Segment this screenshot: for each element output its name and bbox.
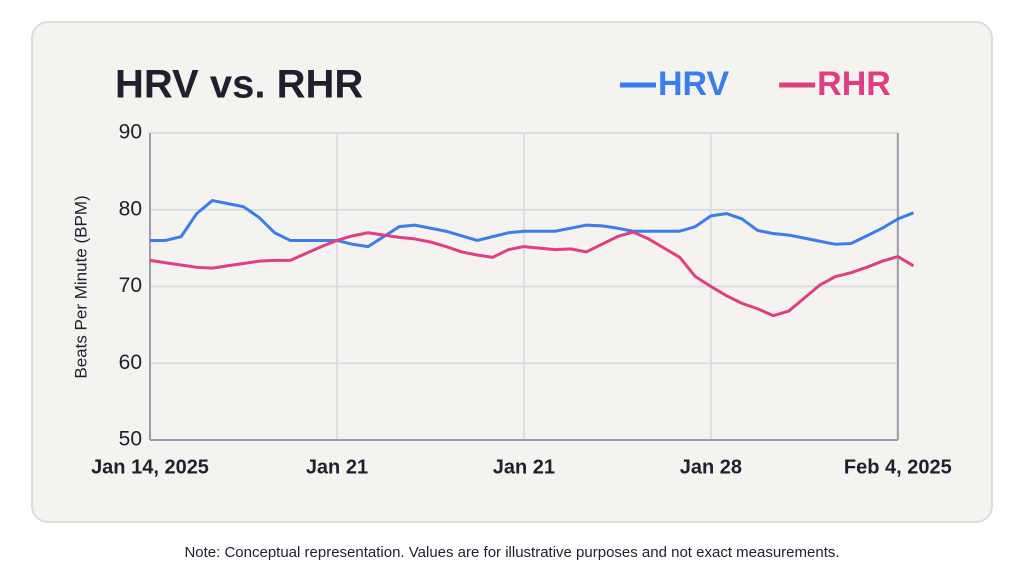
y-tick-label: 50 bbox=[119, 428, 142, 451]
card bbox=[31, 21, 993, 523]
legend-label: HRV bbox=[658, 65, 729, 103]
y-axis-label: Beats Per Minute (BPM) bbox=[71, 195, 90, 378]
y-tick-label: 80 bbox=[119, 197, 142, 220]
chart-title: HRV vs. RHR bbox=[115, 63, 363, 107]
data-line bbox=[149, 230, 915, 318]
legend-label: RHR bbox=[817, 65, 891, 103]
data-line bbox=[150, 199, 914, 249]
y-tick-label: 90 bbox=[119, 121, 142, 144]
x-tick-label: Jan 21 bbox=[306, 456, 368, 478]
x-tick-label: Jan 28 bbox=[680, 456, 742, 478]
x-tick-label: Feb 4, 2025 bbox=[844, 456, 952, 478]
y-tick-label: 70 bbox=[119, 274, 142, 297]
y-tick-label: 60 bbox=[119, 351, 142, 374]
note: Note: Conceptual representation. Values … bbox=[184, 544, 839, 561]
x-tick-label: Jan 21 bbox=[493, 456, 555, 478]
x-tick-label: Jan 14, 2025 bbox=[91, 456, 209, 478]
